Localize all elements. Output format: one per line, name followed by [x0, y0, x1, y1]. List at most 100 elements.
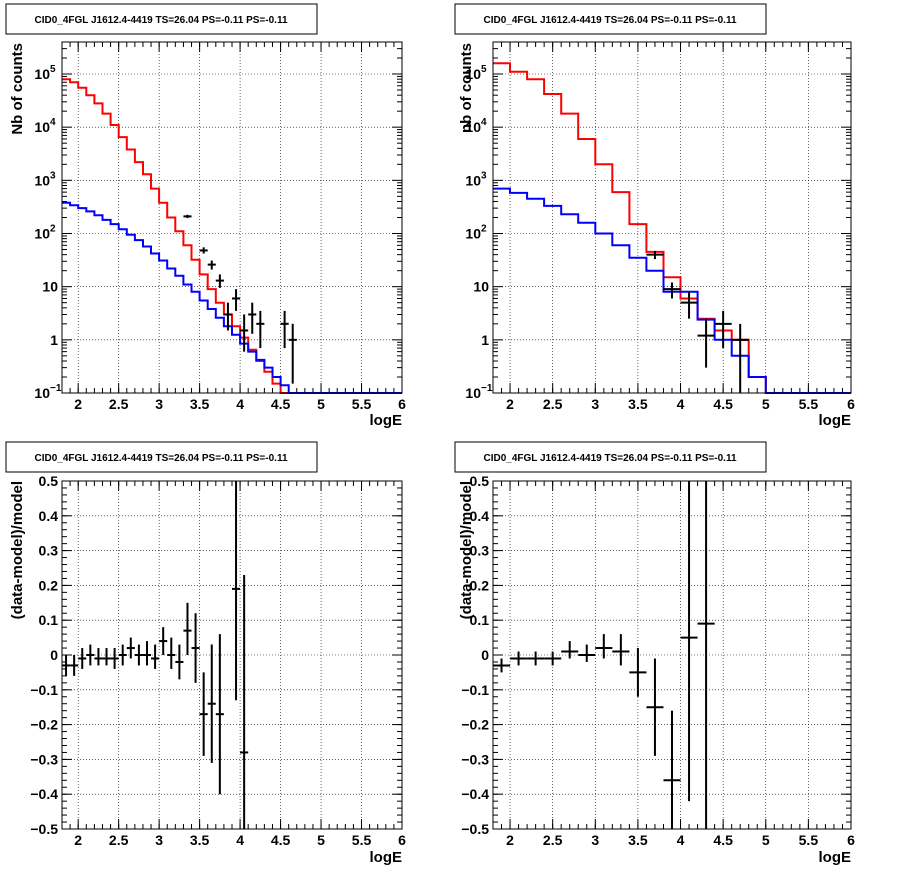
plot-frame-border — [61, 480, 403, 830]
x-tick-label: 5.5 — [352, 396, 372, 412]
x-tick-label: 5.5 — [799, 396, 819, 412]
x-tick-label: 3.5 — [190, 832, 210, 848]
y-axis-title: Nb of counts — [9, 43, 26, 135]
pad-title: CID0_4FGL J1612.4-4419 TS=26.04 PS=-0.11… — [34, 15, 287, 26]
x-tick-label: 4 — [677, 396, 685, 412]
x-tick-label: 5.5 — [352, 832, 372, 848]
x-tick-label: 3 — [155, 396, 163, 412]
x-tick-label: 4 — [236, 396, 244, 412]
y-tick-label: 0.2 — [39, 577, 59, 593]
y-tick-label: 10 — [465, 66, 481, 82]
y-tick-exponent: 5 — [481, 64, 487, 75]
x-tick-label: 3 — [591, 396, 599, 412]
y-tick-label: 1 — [50, 332, 58, 348]
y-tick-exponent: 3 — [50, 170, 56, 181]
y-tick-label: 0.4 — [39, 508, 59, 524]
x-axis-title: logE — [819, 412, 852, 429]
y-tick-label: 0.4 — [470, 508, 490, 524]
x-tick-label: 3.5 — [190, 396, 210, 412]
x-tick-label: 5 — [762, 832, 770, 848]
plot-frame-border — [492, 41, 852, 394]
x-tick-label: 2 — [506, 832, 514, 848]
x-tick-label: 2.5 — [109, 396, 129, 412]
x-tick-label: 4.5 — [713, 832, 733, 848]
y-tick-label: 10 — [34, 385, 50, 401]
x-tick-label: 3 — [591, 832, 599, 848]
x-tick-label: 4.5 — [713, 396, 733, 412]
x-tick-label: 2.5 — [543, 832, 563, 848]
y-tick-label: −0.5 — [30, 821, 58, 837]
y-tick-exponent: 2 — [481, 224, 487, 235]
x-tick-label: 2 — [74, 396, 82, 412]
pad-title-box — [454, 3, 767, 35]
y-tick-label: −0.4 — [461, 786, 489, 802]
y-tick-label: 0 — [50, 647, 58, 663]
x-tick-label: 4 — [677, 832, 685, 848]
y-axis-title: (data-model)/model — [9, 481, 26, 619]
pad-counts-left: CID0_4FGL J1612.4-4419 TS=26.04 PS=-0.11… — [5, 3, 406, 429]
x-tick-label: 4 — [236, 832, 244, 848]
y-tick-label: 0.1 — [39, 612, 59, 628]
plot-frame-border — [492, 480, 852, 830]
pad-title-box — [5, 3, 318, 35]
y-tick-label: 1 — [481, 332, 489, 348]
x-tick-label: 5 — [317, 832, 325, 848]
x-tick-label: 6 — [847, 832, 855, 848]
plot-frame — [492, 41, 852, 394]
y-tick-label: 10 — [473, 279, 489, 295]
x-axis-title: logE — [370, 849, 403, 866]
y-tick-label: −0.3 — [461, 751, 489, 767]
model-source-line — [493, 187, 851, 394]
x-tick-label: 5 — [762, 396, 770, 412]
y-tick-label: −0.1 — [30, 682, 58, 698]
y-tick-exponent: 4 — [481, 117, 487, 128]
x-tick-label: 6 — [398, 832, 406, 848]
y-axis-title: (data-model)/model — [458, 481, 475, 619]
y-tick-exponent: 2 — [50, 224, 56, 235]
y-axis-title: nb of counts — [458, 43, 475, 133]
x-axis-title: logE — [819, 849, 852, 866]
y-tick-label: 10 — [34, 66, 50, 82]
y-tick-label: 10 — [465, 119, 481, 135]
x-tick-label: 6 — [847, 396, 855, 412]
x-tick-label: 3 — [155, 832, 163, 848]
y-tick-label: −0.2 — [30, 717, 58, 733]
x-tick-label: 2.5 — [543, 396, 563, 412]
x-tick-label: 4.5 — [271, 832, 291, 848]
y-tick-label: 10 — [34, 119, 50, 135]
x-tick-label: 2.5 — [109, 832, 129, 848]
pad-title: CID0_4FGL J1612.4-4419 TS=26.04 PS=-0.11… — [34, 453, 287, 464]
y-tick-label: 0.3 — [470, 543, 490, 559]
pad-counts-right: CID0_4FGL J1612.4-4419 TS=26.04 PS=-0.11… — [454, 3, 855, 429]
x-tick-label: 5.5 — [799, 832, 819, 848]
y-tick-label: 0.5 — [39, 473, 59, 489]
y-tick-label: −0.2 — [461, 717, 489, 733]
pad-residuals-left: CID0_4FGL J1612.4-4419 TS=26.04 PS=-0.11… — [5, 441, 406, 866]
x-tick-label: 6 — [398, 396, 406, 412]
y-tick-exponent: 4 — [50, 117, 56, 128]
x-tick-label: 4.5 — [271, 396, 291, 412]
y-tick-label: 10 — [465, 172, 481, 188]
y-tick-label: 10 — [465, 385, 481, 401]
pad-title: CID0_4FGL J1612.4-4419 TS=26.04 PS=-0.11… — [483, 453, 736, 464]
pad-residuals-right: CID0_4FGL J1612.4-4419 TS=26.04 PS=-0.11… — [454, 441, 855, 866]
y-tick-label: −0.1 — [461, 682, 489, 698]
y-tick-label: 0.2 — [470, 577, 490, 593]
y-tick-label: 10 — [42, 279, 58, 295]
y-tick-label: 0 — [481, 647, 489, 663]
plot-frame-border — [61, 41, 403, 394]
y-tick-exponent: 5 — [50, 64, 56, 75]
y-tick-label: 10 — [465, 226, 481, 242]
x-tick-label: 2 — [506, 396, 514, 412]
y-tick-exponent: 3 — [481, 170, 487, 181]
x-tick-label: 3.5 — [628, 396, 648, 412]
y-tick-exponent: −1 — [481, 383, 493, 394]
y-tick-label: 0.1 — [470, 612, 490, 628]
y-tick-label: 10 — [34, 226, 50, 242]
pad-title-box — [5, 441, 318, 473]
x-tick-label: 3.5 — [628, 832, 648, 848]
y-tick-label: −0.5 — [461, 821, 489, 837]
y-tick-label: −0.3 — [30, 751, 58, 767]
plot-frame — [61, 41, 403, 394]
